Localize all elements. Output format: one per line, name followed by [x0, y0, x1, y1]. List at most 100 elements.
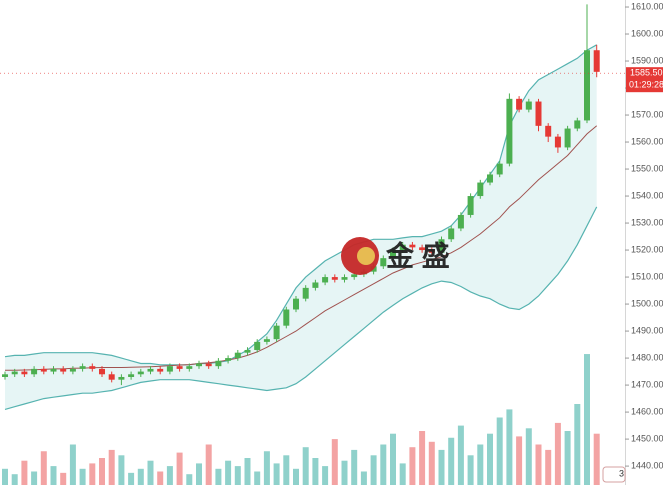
candle-body: [506, 98, 513, 164]
candle-body: [31, 368, 38, 375]
volume-bar: [137, 468, 144, 485]
candle-body: [89, 366, 96, 369]
volume-bar: [205, 444, 212, 485]
candle-body: [554, 136, 561, 148]
band-upper: [4, 44, 597, 366]
y-tick-label: 1590.00: [631, 55, 663, 65]
candle-body: [215, 360, 222, 367]
candle-body: [99, 368, 105, 375]
volume-bar: [273, 463, 280, 485]
candle-body: [147, 368, 154, 372]
candle-body: [448, 228, 455, 240]
candle-body: [331, 277, 338, 280]
candle-body: [467, 196, 474, 215]
volume-bar: [244, 458, 251, 485]
volume-bar: [564, 431, 571, 485]
volume-bar: [293, 468, 299, 485]
candle-body: [254, 341, 261, 350]
volume-bar: [40, 451, 47, 485]
candle-body: [390, 250, 396, 259]
y-tick-label: 1550.00: [631, 163, 663, 173]
y-tick-label: 1490.00: [631, 325, 663, 335]
volume-bar: [166, 466, 173, 485]
candle-body: [399, 244, 406, 251]
candle-body: [438, 239, 445, 253]
candle-body: [341, 277, 348, 280]
candle-body: [244, 349, 251, 353]
volume-bar: [477, 444, 484, 485]
candle-body: [293, 298, 299, 310]
candle-body: [584, 50, 590, 121]
volume-bar: [419, 431, 426, 485]
y-tick-label: 1470.00: [631, 379, 663, 389]
volume-bar: [186, 474, 193, 485]
volume-bar: [60, 472, 67, 485]
y-tick-label: 1570.00: [631, 109, 663, 119]
volume-bar: [89, 463, 96, 485]
badge-box: [602, 466, 626, 483]
volume-bar: [545, 449, 552, 485]
candle-body: [419, 247, 426, 251]
candle-body: [312, 282, 319, 288]
candle-body: [157, 368, 164, 372]
candle-body: [487, 174, 493, 183]
candle-body: [166, 366, 173, 372]
candle-body: [69, 368, 76, 372]
volume-bar: [584, 354, 590, 485]
candle-body: [322, 277, 329, 283]
volume-bar: [21, 460, 28, 485]
candle-body: [351, 274, 358, 278]
volume-bar: [457, 425, 464, 485]
volume-bar: [554, 422, 561, 485]
volume-bar: [399, 463, 406, 485]
volume-bar: [215, 468, 222, 485]
volume-bar: [108, 449, 115, 485]
candle-body: [593, 50, 600, 72]
candle-body: [302, 287, 309, 299]
volume-bar: [516, 436, 523, 485]
candle-body: [108, 374, 115, 380]
y-tick-label: 1440.00: [631, 460, 663, 470]
volume-bar: [11, 474, 18, 485]
y-tick-label: 1560.00: [631, 136, 663, 146]
candle-body: [60, 368, 67, 372]
volume-bar: [370, 455, 377, 485]
candle-body: [409, 244, 416, 248]
candle-body: [574, 120, 581, 129]
last-price-box: [626, 67, 663, 93]
volume-bar: [390, 433, 396, 485]
candle-body: [176, 366, 183, 369]
candle-body: [40, 368, 47, 372]
candle-body: [128, 374, 135, 377]
candle-body: [79, 366, 86, 369]
y-tick-label: 1610.00: [631, 1, 663, 11]
volume-bar: [254, 471, 261, 485]
volume-bar: [176, 452, 183, 485]
volume-bar: [225, 460, 232, 485]
volume-bar: [409, 447, 416, 485]
candle-body: [21, 371, 28, 375]
watermark-logo-inner: [357, 247, 375, 265]
volume-bar: [69, 444, 76, 485]
y-tick-label: 1450.00: [631, 433, 663, 443]
badge: 3: [619, 468, 624, 478]
volume-bar: [79, 468, 86, 485]
candle-body: [457, 214, 464, 229]
band-middle: [5, 125, 598, 371]
plot-area: 金 盛: [2, 4, 600, 485]
volume-bar: [147, 460, 154, 485]
volume-bar: [487, 433, 493, 485]
volume-bar: [283, 455, 290, 485]
candle-body: [2, 374, 8, 377]
volume-bar: [448, 437, 455, 485]
volume-bar: [99, 458, 105, 485]
volume-bar: [331, 439, 338, 485]
volume-bar: [322, 466, 329, 485]
y-tick-label: 1500.00: [631, 298, 663, 308]
y-tick-label: 1600.00: [631, 28, 663, 38]
y-tick-label: 1460.00: [631, 406, 663, 416]
candle-body: [196, 363, 202, 367]
candle-body: [477, 182, 484, 197]
volume-bar: [50, 466, 57, 485]
candle-body: [283, 309, 290, 326]
